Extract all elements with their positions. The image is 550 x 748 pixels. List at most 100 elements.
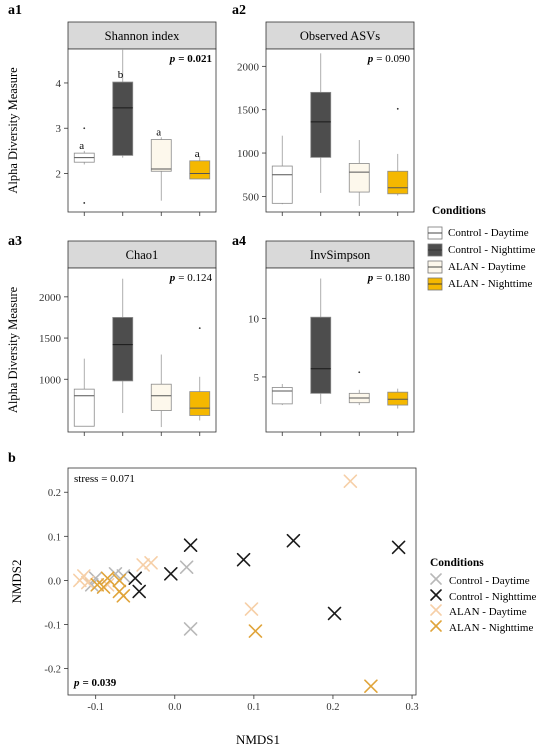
scatter-point: [144, 555, 158, 570]
cross-stroke: [77, 569, 91, 583]
boxplot-legend-title: Conditions: [432, 205, 486, 217]
boxplot-legend-item-2: Control - Nighttime: [448, 244, 536, 256]
scatter-point: [112, 573, 127, 588]
box-body: [387, 391, 409, 406]
cross-stroke: [136, 558, 150, 572]
facet-strip: [67, 240, 217, 269]
y-tick-label: 1000: [237, 148, 260, 160]
legend-key-2: [427, 243, 443, 257]
scatter-point: [183, 622, 198, 636]
scatter-point: [108, 566, 123, 581]
box-4: [387, 388, 409, 409]
box-4: a: [189, 148, 211, 180]
y-tick-label: 2000: [39, 292, 62, 304]
box-body: [189, 391, 211, 416]
legend-key-4: [430, 620, 442, 632]
scatter-point: [116, 589, 131, 603]
stress-label: stress = 0.071: [74, 473, 135, 485]
box-body: [112, 317, 134, 382]
cross-stroke: [90, 578, 105, 592]
p-value: = 0.180: [376, 272, 410, 284]
scatter-plot-area: [67, 467, 417, 696]
box-body: [310, 316, 332, 394]
legend-key-2: [430, 589, 442, 601]
scatter-point: [364, 679, 378, 693]
box-3: [348, 371, 370, 406]
p-value: = 0.124: [178, 272, 212, 284]
cross-stroke: [128, 571, 143, 585]
significance-letter: a: [156, 127, 161, 139]
scatter-point: [136, 558, 150, 572]
cross-stroke: [327, 606, 342, 621]
scatter-point: [96, 580, 111, 594]
scatter-point: [100, 571, 115, 585]
y-tick-label: -0.1: [44, 620, 61, 631]
boxplot-panel-a3: a3 Chao1 1000 1500 2000 p = 0.124 Alpha Diversi…: [6, 234, 217, 436]
p-value-label: p = 0.124: [169, 272, 213, 284]
panel-label: a3: [8, 234, 22, 249]
outlier-point: [358, 371, 361, 374]
box-3: [348, 140, 370, 206]
cross-stroke: [132, 584, 146, 599]
cross-stroke: [244, 602, 259, 616]
panel-label: a2: [232, 3, 246, 18]
scatter-point: [286, 533, 301, 548]
cross-stroke: [364, 679, 378, 693]
cross-stroke: [430, 589, 442, 601]
cross-stroke: [430, 573, 442, 585]
p-value-label: p = 0.021: [169, 53, 212, 65]
legend-key-1: [430, 573, 442, 585]
boxplot-panel-a4: a4 InvSimpson 5 10 p = 0.180: [232, 234, 415, 436]
cross-stroke: [343, 474, 358, 489]
legend-key-4: [427, 277, 443, 291]
scatter-point: [132, 584, 146, 599]
x-tick-label: 0.2: [326, 702, 339, 713]
cross-stroke: [248, 624, 263, 638]
plot-area: [67, 48, 217, 213]
box-body: [112, 81, 134, 156]
y-tick-label: 10: [248, 313, 260, 325]
box-4: [387, 107, 409, 196]
scatter-point: [327, 606, 342, 621]
scatter-legend-item-3: ALAN - Daytime: [449, 606, 527, 618]
y-tick-label: 3: [56, 123, 62, 135]
facet-strip: [67, 21, 217, 50]
p-symbol: p: [169, 272, 176, 284]
box-1: [271, 383, 293, 406]
scatter-point: [183, 538, 198, 552]
y-tick-label: 1500: [39, 333, 62, 345]
box-body: [189, 160, 211, 180]
y-axis-label: Alpha Diversity Measure: [6, 286, 20, 413]
cross-stroke: [112, 573, 127, 588]
boxplot-legend-item-1: Control - Daytime: [448, 227, 529, 239]
p-value: = 0.090: [376, 53, 410, 65]
y-tick-label: 2000: [237, 61, 260, 73]
y-tick-label: 1500: [237, 105, 260, 117]
y-tick-label: 0.0: [48, 576, 61, 587]
y-tick-label: 500: [243, 191, 260, 203]
p-value-label: p = 0.180: [367, 272, 411, 284]
scatter-legend-item-1: Control - Daytime: [449, 575, 530, 587]
panel-label: b: [8, 451, 16, 466]
box-3: [150, 354, 172, 428]
scatter-legend-title: Conditions: [430, 557, 484, 569]
legend-key-3: [427, 260, 443, 274]
x-tick-label: 0.1: [247, 702, 260, 713]
box-body: [150, 383, 172, 411]
scatter-point: [391, 540, 406, 555]
cross-stroke: [286, 533, 301, 548]
plot-area: [265, 267, 415, 433]
nmds-scatter-panel: b -0.2 -0.1 0.0 0.1 0.2 -0.1 0.0 0.1 0.2 0.3 NMDS1 N…: [8, 451, 419, 747]
boxplot-legend-item-3: ALAN - Daytime: [448, 261, 526, 273]
box-2: [112, 278, 134, 414]
cross-stroke: [183, 538, 198, 552]
cross-stroke: [84, 578, 99, 592]
x-tick-label: 0.3: [405, 702, 418, 713]
box-1: a: [73, 127, 95, 204]
scatter-point: [100, 578, 115, 592]
panel-label: a1: [8, 3, 22, 18]
cross-stroke: [96, 580, 111, 594]
cross-stroke: [179, 560, 194, 574]
cross-stroke: [430, 620, 442, 632]
